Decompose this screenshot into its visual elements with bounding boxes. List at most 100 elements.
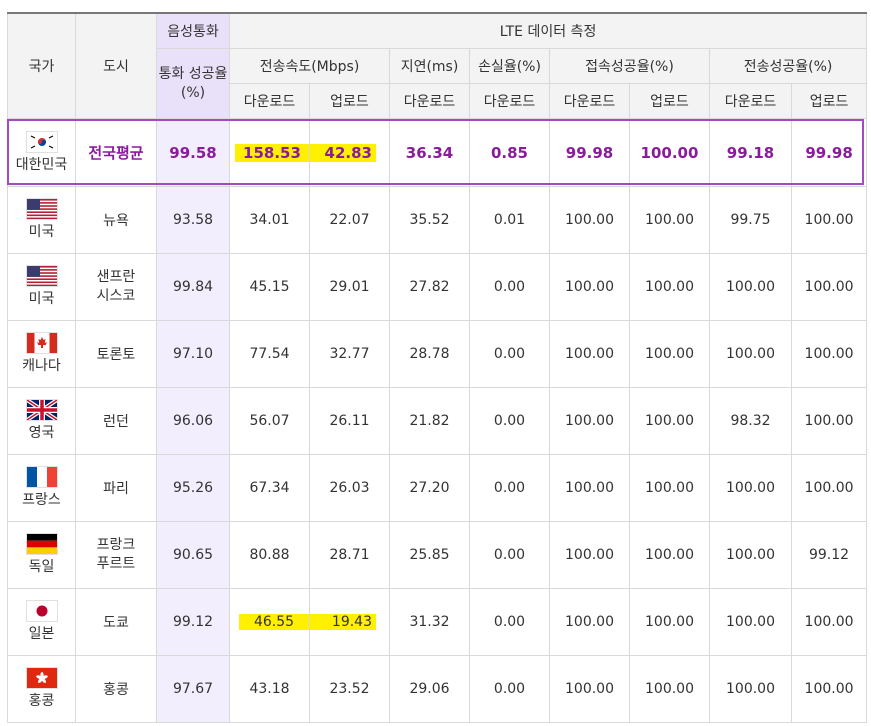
connect-download-cell: 100.00 — [549, 588, 630, 656]
country-name: 대한민국 — [15, 156, 68, 173]
connect-download-cell: 100.00 — [549, 521, 630, 589]
city-cell: 프랑크 푸르트 — [75, 521, 157, 589]
transfer-upload-cell: 100.00 — [790, 387, 868, 455]
table-row: 미국 샌프란 시스코 99.84 45.15 29.01 27.82 0.00 … — [7, 253, 868, 321]
latency-cell: 29.06 — [389, 655, 470, 723]
header-transfer-upload: 업로드 — [790, 83, 868, 119]
table-row: 영국 런던 96.06 56.07 26.11 21.82 0.00 100.0… — [7, 387, 868, 455]
transfer-upload-cell: 99.12 — [790, 521, 868, 589]
voice-success-cell: 93.58 — [156, 186, 230, 254]
uk-flag-icon — [25, 399, 58, 422]
korea-flag-icon — [25, 130, 58, 153]
voice-success-cell: 99.84 — [156, 253, 230, 321]
transfer-download-cell: 99.75 — [709, 186, 792, 254]
header-country: 국가 — [7, 12, 76, 119]
country-cell: 홍콩 — [7, 655, 76, 723]
speed-download-cell: 45.15 — [229, 253, 310, 321]
connect-download-cell: 100.00 — [549, 454, 630, 522]
connect-upload-cell: 100.00 — [629, 387, 710, 455]
header-transfer-download: 다운로드 — [709, 83, 792, 119]
speed-download-cell: 56.07 — [229, 387, 310, 455]
transfer-upload-cell: 100.00 — [790, 454, 868, 522]
header-speed-download: 다운로드 — [229, 83, 310, 119]
transfer-download-cell: 100.00 — [709, 320, 792, 388]
connect-upload-cell: 100.00 — [629, 186, 710, 254]
transfer-upload-cell: 100.00 — [790, 253, 868, 321]
speed-upload-cell: 29.01 — [309, 253, 390, 321]
table-row: 캐나다 토론토 97.10 77.54 32.77 28.78 0.00 100… — [7, 320, 868, 388]
loss-cell: 0.85 — [469, 118, 550, 187]
header-transfer: 전송성공율(%) — [708, 48, 868, 84]
header-speed: 전송속도(Mbps) — [229, 48, 390, 84]
speed-upload-cell: 19.43 — [310, 614, 376, 630]
header-latency-download: 다운로드 — [389, 83, 470, 119]
speed-upload-cell: 26.11 — [309, 387, 390, 455]
city-name: 프랑크 푸르트 — [96, 537, 136, 572]
header-connect-download: 다운로드 — [549, 83, 630, 119]
latency-cell: 31.32 — [389, 588, 470, 656]
transfer-download-cell: 99.18 — [709, 118, 792, 187]
connect-download-cell: 100.00 — [549, 655, 630, 723]
country-name: 영국 — [28, 425, 55, 442]
connect-download-cell: 100.00 — [549, 387, 630, 455]
country-name: 일본 — [28, 626, 55, 643]
loss-cell: 0.00 — [469, 454, 550, 522]
city-cell: 파리 — [75, 454, 157, 522]
loss-cell: 0.00 — [469, 521, 550, 589]
transfer-upload-cell: 100.00 — [790, 588, 868, 656]
table-row: 홍콩 홍콩 97.67 43.18 23.52 29.06 0.00 100.0… — [7, 655, 868, 723]
loss-cell: 0.00 — [469, 588, 550, 656]
voice-success-cell: 90.65 — [156, 521, 230, 589]
city-cell: 전국평균 — [75, 118, 157, 187]
transfer-upload-cell: 99.98 — [790, 118, 868, 187]
voice-success-cell: 97.10 — [156, 320, 230, 388]
header-voice-group: 음성통화 — [156, 12, 230, 49]
loss-cell: 0.00 — [469, 253, 550, 321]
table-row: 프랑스 파리 95.26 67.34 26.03 27.20 0.00 100.… — [7, 454, 868, 522]
loss-cell: 0.00 — [469, 320, 550, 388]
city-cell: 토론토 — [75, 320, 157, 388]
city-name: 샌프란 시스코 — [96, 269, 136, 304]
city-cell: 뉴욕 — [75, 186, 157, 254]
country-cell: 독일 — [7, 521, 76, 589]
transfer-upload-cell: 100.00 — [790, 655, 868, 723]
table-row: 일본 도쿄 99.12 46.55 19.43 31.32 0.00 100.0… — [7, 588, 868, 656]
country-name: 독일 — [28, 559, 55, 576]
country-cell: 일본 — [7, 588, 76, 656]
speed-upload-cell: 23.52 — [309, 655, 390, 723]
city-cell: 홍콩 — [75, 655, 157, 723]
transfer-upload-cell: 100.00 — [790, 320, 868, 388]
speed-upload-cell: 32.77 — [309, 320, 390, 388]
transfer-upload-cell: 100.00 — [790, 186, 868, 254]
usa-flag-icon — [25, 265, 58, 288]
table-row: 미국 뉴욕 93.58 34.01 22.07 35.52 0.01 100.0… — [7, 186, 868, 254]
city-cell: 샌프란 시스코 — [75, 253, 157, 321]
connect-download-cell: 100.00 — [549, 320, 630, 388]
country-name: 미국 — [28, 291, 55, 308]
germany-flag-icon — [25, 533, 58, 556]
transfer-download-cell: 100.00 — [709, 521, 792, 589]
transfer-download-cell: 100.00 — [709, 253, 792, 321]
speed-download-cell: 67.34 — [229, 454, 310, 522]
country-cell: 미국 — [7, 253, 76, 321]
country-name: 프랑스 — [22, 492, 61, 509]
city-cell: 도쿄 — [75, 588, 157, 656]
latency-cell: 27.20 — [389, 454, 470, 522]
speed-upload-cell: 28.71 — [309, 521, 390, 589]
speed-download-cell: 43.18 — [229, 655, 310, 723]
country-cell: 대한민국 — [7, 118, 76, 187]
connect-upload-cell: 100.00 — [629, 588, 710, 656]
speed-download-cell: 158.53 — [235, 143, 309, 162]
country-cell: 캐나다 — [7, 320, 76, 388]
loss-cell: 0.00 — [469, 655, 550, 723]
usa-flag-icon — [25, 198, 58, 221]
speed-upload-cell: 22.07 — [309, 186, 390, 254]
voice-success-cell: 99.12 — [156, 588, 230, 656]
table-row-korea-average: 대한민국 전국평균 99.58 158.53 42.83 36.34 0.85 … — [7, 118, 868, 187]
country-cell: 영국 — [7, 387, 76, 455]
transfer-download-cell: 100.00 — [709, 655, 792, 723]
latency-cell: 28.78 — [389, 320, 470, 388]
transfer-download-cell: 100.00 — [709, 588, 792, 656]
voice-success-cell: 99.58 — [156, 118, 230, 187]
header-connect-upload: 업로드 — [629, 83, 710, 119]
